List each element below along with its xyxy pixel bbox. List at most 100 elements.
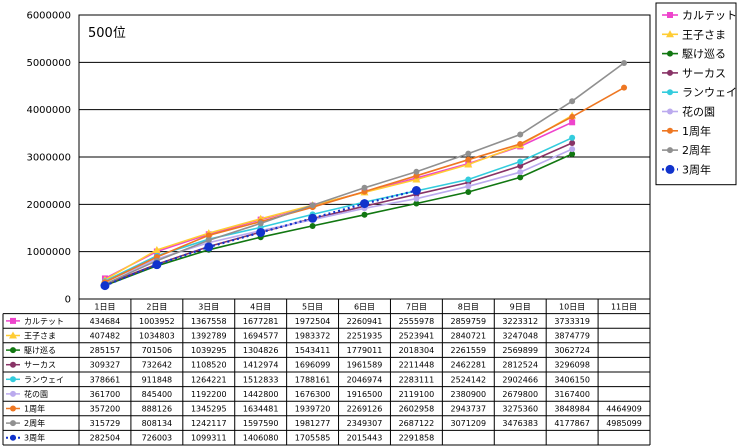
legend-label: カルテット: [682, 9, 737, 22]
table-cell: 1939720: [295, 405, 331, 414]
table-cell: 1597590: [243, 419, 279, 428]
table-cell: 309327: [90, 361, 121, 370]
data-point: [413, 200, 420, 207]
data-point: [100, 281, 110, 291]
table-row: 王子さま 407482 1034803 1392789 1694577 1983372 22…: [6, 331, 590, 341]
table-cell: 2015443: [347, 434, 383, 443]
table-cell: 3223312: [502, 317, 538, 326]
legend-label: 2周年: [682, 143, 711, 157]
data-point: [517, 174, 524, 181]
table-cell: 3733319: [554, 317, 590, 326]
data-point: [204, 242, 214, 252]
data-point: [205, 232, 212, 239]
table-cell: 2380900: [450, 390, 486, 399]
data-point: [465, 156, 472, 163]
table-row: 花の園 361700 845400 1192200 1442800 1676300 1916…: [6, 389, 590, 399]
table-cell: 732642: [142, 361, 173, 370]
table-cell: 1304826: [243, 346, 279, 355]
table-cell: 434684: [90, 317, 121, 326]
legend-item: 王子さま: [662, 28, 726, 41]
data-point: [517, 140, 524, 147]
table-cell: 3062724: [554, 346, 590, 355]
table-cell: 2812524: [502, 361, 538, 370]
table-row-label: 花の園: [24, 389, 48, 399]
table-cell: 2046974: [347, 375, 383, 384]
y-tick-label: 2000000: [26, 200, 71, 211]
table-row: 3周年 282504 726003 1099311 1406080 1705585 2015…: [6, 433, 434, 443]
data-point: [569, 113, 576, 120]
data-point: [465, 150, 472, 157]
table-cell: 1108520: [191, 361, 227, 370]
table-header-cell: 4日目: [250, 303, 271, 312]
legend-marker: [667, 108, 673, 115]
table-header-cell: 10日目: [559, 303, 585, 312]
legend-label: ランウェイ: [682, 86, 737, 99]
table-cell: 2687122: [399, 419, 435, 428]
table-legend-marker: [10, 347, 16, 354]
table-cell: 1345295: [191, 405, 227, 414]
legend-item: サーカス: [662, 67, 726, 80]
series-layer: [100, 60, 628, 291]
table-cell: 1961589: [347, 361, 383, 370]
table-row: 駆け巡る 285157 701506 1039295 1304826 1543411 177…: [6, 345, 590, 355]
table-legend-marker: [10, 317, 16, 324]
table-cell: 4177867: [554, 419, 590, 428]
table-cell: 2291858: [399, 434, 435, 443]
data-table: 1日目 2日目 3日目 4日目 5日目 6日目 7日目 8日目 9日目 10日目 11日目カルテット…: [2, 299, 651, 446]
table-cell: 845400: [142, 390, 173, 399]
table-cell: 2349307: [347, 419, 383, 428]
table-legend-marker: [10, 390, 16, 397]
table-cell: 1392789: [191, 332, 227, 341]
table-cell: 3167400: [554, 390, 590, 399]
table-row: ランウェイ 378661 911848 1264221 1512833 1788161 20…: [6, 375, 590, 384]
legend-label: 花の園: [682, 106, 715, 119]
table-cell: 911848: [142, 375, 173, 384]
data-point: [569, 146, 576, 153]
table-header-cell: 7日目: [406, 303, 427, 312]
data-point: [412, 175, 421, 183]
legend-label: 1周年: [682, 124, 711, 138]
legend-label: 王子さま: [682, 28, 726, 41]
table-cell: 1512833: [243, 375, 279, 384]
data-point: [517, 131, 524, 138]
table-cell: 2524142: [450, 375, 486, 384]
table-cell: 357200: [90, 405, 121, 414]
table-cell: 1634481: [243, 405, 279, 414]
data-point: [152, 246, 161, 254]
series-line: [104, 142, 573, 286]
table-cell: 2569899: [502, 346, 538, 355]
table-cell: 315729: [90, 419, 121, 428]
table-row-label: 1周年: [24, 404, 45, 414]
data-point: [152, 260, 162, 270]
data-point: [413, 195, 420, 202]
legend-label: 3周年: [682, 162, 711, 176]
data-point: [621, 84, 628, 91]
table-cell: 285157: [90, 346, 121, 355]
table-row-label: 王子さま: [24, 332, 56, 341]
legend-marker: [666, 30, 674, 38]
table-legend-marker: [10, 405, 16, 412]
legend-marker: [667, 69, 673, 76]
table-cell: 2462281: [450, 361, 486, 370]
table-cell: 2119100: [399, 390, 435, 399]
table-cell: 2269126: [347, 405, 383, 414]
table-cell: 3296098: [554, 361, 590, 370]
table-cell: 701506: [142, 346, 173, 355]
table-cell: 2283111: [399, 375, 435, 384]
table-legend-marker: [10, 420, 16, 427]
legend-item: ランウェイ: [662, 86, 737, 99]
table-header-cell: 1日目: [94, 303, 115, 312]
data-point: [411, 186, 421, 196]
series-line: [104, 153, 573, 287]
table-legend-marker: [10, 434, 16, 441]
data-point: [517, 169, 524, 176]
table-row: 2周年 315729 808134 1242117 1597590 1981277 2349…: [6, 418, 642, 428]
table-cell: 3275360: [502, 405, 538, 414]
table-cell: 1406080: [243, 434, 279, 443]
table-cell: 2260941: [347, 317, 383, 326]
chart-annotation: 500位: [88, 26, 126, 41]
table-header-cell: 6日目: [354, 303, 375, 312]
legend-item: 花の園: [662, 106, 715, 119]
series-9: [100, 186, 421, 291]
table-header-cell: 11日目: [611, 303, 637, 312]
